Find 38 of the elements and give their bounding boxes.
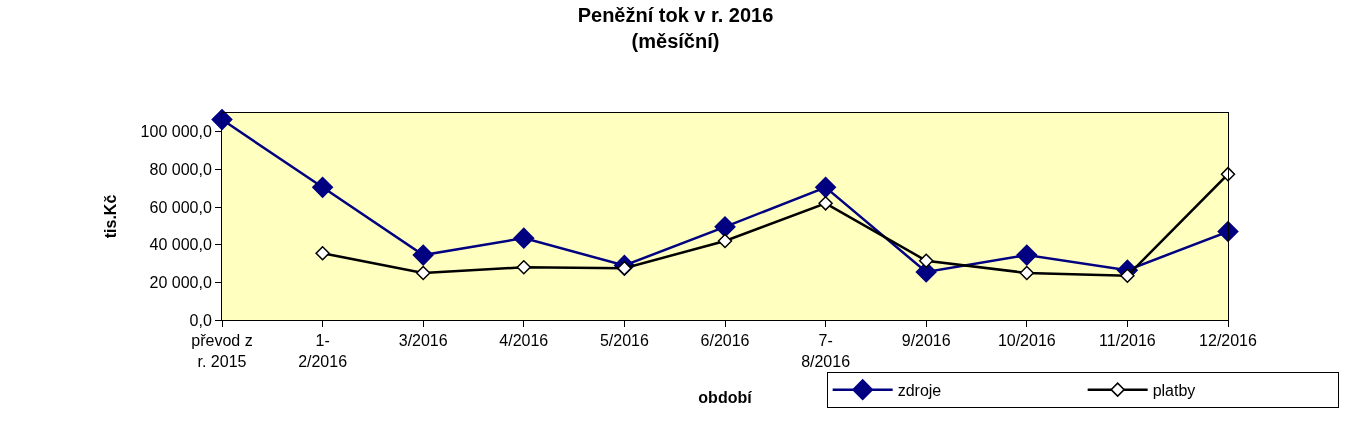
x-tick-label: 7-8/2016	[801, 332, 851, 370]
point	[1217, 221, 1239, 243]
point	[714, 216, 736, 238]
x-tick-label: 10/2016	[997, 332, 1056, 350]
x-tick-label: 3/2016	[398, 332, 448, 350]
y-tick-label: 0,0	[189, 311, 212, 329]
x-tick-label: 4/2016	[499, 332, 549, 350]
point	[315, 245, 330, 261]
x-tick-label: 1-2/2016	[298, 332, 348, 370]
y-tick-label: 40 000,0	[149, 236, 212, 254]
point	[1016, 244, 1038, 266]
x-axis-title: období	[698, 388, 753, 406]
point	[513, 227, 535, 249]
point	[412, 244, 434, 266]
x-tick-label: 6/2016	[700, 332, 750, 350]
point	[312, 176, 334, 198]
y-tick-label: 60 000,0	[149, 198, 212, 216]
x-tick-label: 9/2016	[901, 332, 951, 350]
point	[818, 196, 833, 211]
legend-label: platby	[1152, 381, 1196, 399]
point	[516, 260, 532, 275]
point	[211, 109, 233, 131]
point	[1120, 268, 1135, 284]
point	[918, 253, 934, 268]
point	[717, 233, 733, 249]
x-tick-label: 11/2016	[1099, 332, 1156, 350]
legend-label: zdroje	[897, 381, 942, 399]
y-tick-label: 20 000,0	[149, 273, 212, 291]
chart-title: Peněžní tok v r. 2016 (měsíční)	[577, 4, 774, 53]
y-axis-title: tis.Kč	[101, 194, 119, 239]
x-tick-label: 5/2016	[599, 332, 649, 350]
y-tick-label: 80 000,0	[149, 161, 212, 179]
point	[1019, 265, 1035, 281]
y-tick-label: 100 000,0	[140, 123, 212, 141]
x-tick-label: 12/2016	[1199, 332, 1258, 350]
x-tick-label: převod z r. 2015	[191, 332, 253, 370]
point	[415, 265, 431, 281]
point	[815, 176, 837, 198]
